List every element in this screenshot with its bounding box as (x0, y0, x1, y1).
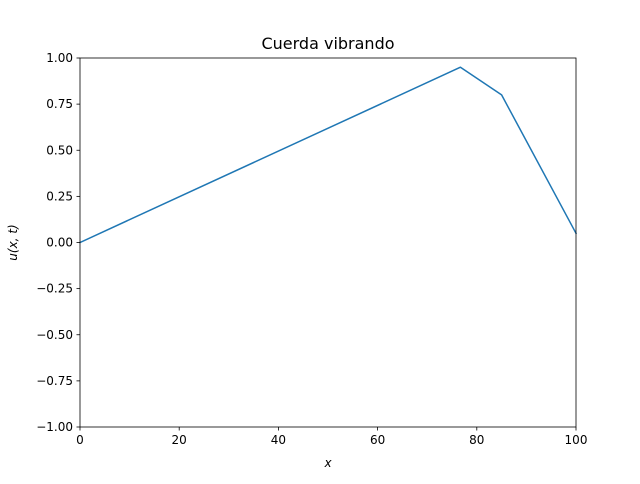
y-tick-label: 0.75 (46, 97, 73, 111)
x-axis-label: x (323, 456, 332, 470)
y-tick-label: 0.00 (46, 236, 73, 250)
series-layer (79, 66, 578, 244)
plot-area (80, 58, 576, 427)
x-tick-label: 20 (172, 433, 187, 447)
y-tick-label: −0.50 (36, 328, 73, 342)
chart-title: Cuerda vibrando (261, 34, 394, 53)
x-tick-label: 100 (565, 433, 588, 447)
y-tick-label: −0.25 (36, 282, 73, 296)
x-tick-label: 60 (370, 433, 385, 447)
x-tick-label: 40 (271, 433, 286, 447)
series-line (79, 66, 578, 244)
y-tick-label: −1.00 (36, 420, 73, 434)
y-axis-label: u(x, t) (6, 224, 20, 260)
y-tick-label: 0.50 (46, 143, 73, 157)
y-tick-label: −0.75 (36, 374, 73, 388)
y-tick-label: 0.25 (46, 189, 73, 203)
x-tick-label: 0 (76, 433, 84, 447)
x-tick-label: 80 (469, 433, 484, 447)
y-tick-label: 1.00 (46, 51, 73, 65)
ticks-layer: 0 20 40 60 80 100 −1.00 −0.75 −0.50 −0.25 0.00 0.25… (36, 51, 587, 447)
axes-frame (79, 57, 577, 428)
